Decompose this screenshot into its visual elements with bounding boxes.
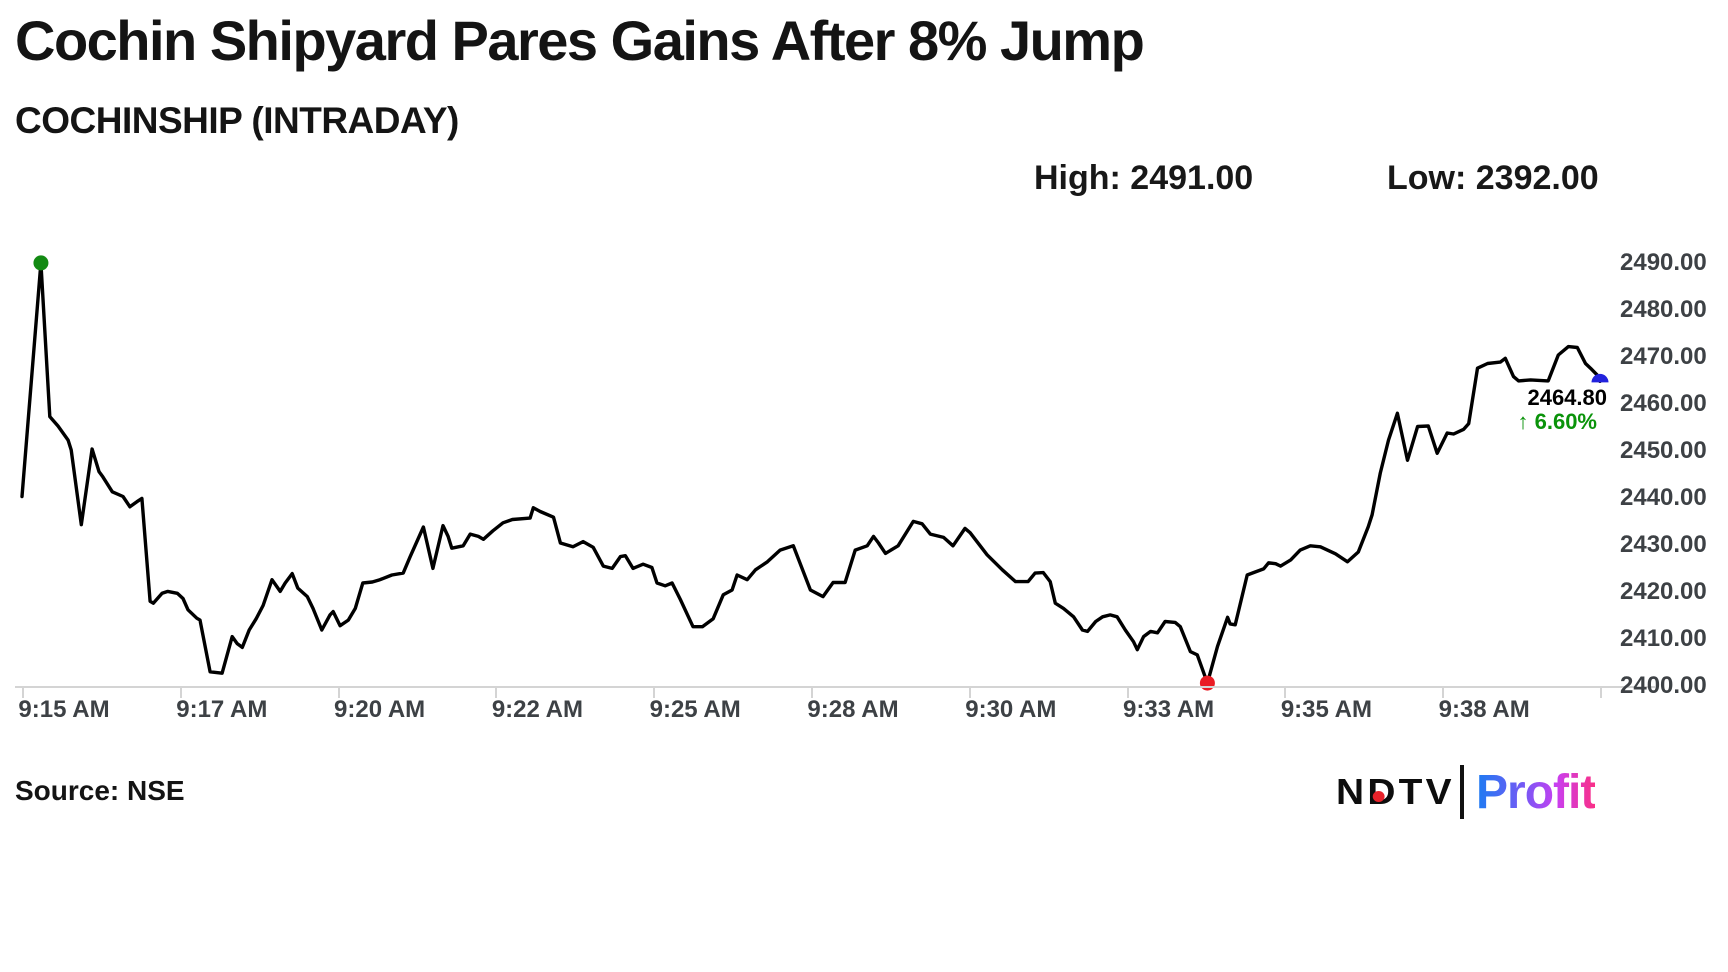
x-axis-label: 9:15 AM: [18, 696, 110, 723]
x-axis-label: 9:17 AM: [176, 696, 268, 723]
y-axis-label: 2480.00: [1620, 295, 1707, 323]
ndtv-wordmark: NDTV: [1336, 771, 1455, 813]
low-value-label: Low: 2392.00: [1387, 159, 1599, 197]
x-tick-mark: [22, 687, 24, 698]
high-marker: [33, 255, 49, 271]
price-change-annotation: ↑ 6.60%: [1517, 409, 1597, 435]
x-tick-mark: [1442, 687, 1445, 698]
logo-separator-bar: [1460, 765, 1464, 819]
ndtv-profit-logo: NDTV Profit: [1336, 762, 1596, 822]
y-axis-label: 2450.00: [1620, 436, 1707, 464]
page-title: Cochin Shipyard Pares Gains After 8% Jum…: [15, 9, 1145, 72]
x-axis-label: 9:35 AM: [1280, 696, 1372, 723]
x-tick-mark: [337, 687, 340, 698]
y-axis-label: 2410.00: [1620, 624, 1707, 652]
x-tick-mark: [968, 687, 971, 698]
x-axis-label: 9:28 AM: [807, 696, 899, 723]
price-change-value: 6.60%: [1534, 409, 1597, 434]
price-line: [20, 261, 1602, 685]
x-axis-label: 9:25 AM: [649, 696, 741, 723]
x-tick-mark: [1284, 687, 1287, 698]
x-axis-label: 9:33 AM: [1123, 696, 1215, 723]
x-tick-mark: [811, 687, 813, 698]
x-tick-mark: [1600, 687, 1602, 698]
ndtv-red-dot-icon: [1372, 791, 1385, 802]
last-price-annotation: 2464.80: [1527, 385, 1607, 410]
last-marker: [1591, 373, 1609, 383]
y-axis-label: 2460.00: [1620, 389, 1707, 417]
price-line-chart: [20, 255, 1609, 691]
x-tick-mark: [179, 687, 182, 698]
source-credit: Source: NSE: [15, 775, 185, 806]
chart-subtitle: COCHINSHIP (INTRADAY): [15, 100, 459, 141]
y-axis-label: 2490.00: [1620, 248, 1707, 276]
x-tick-mark: [1126, 687, 1129, 698]
y-axis-label: 2400.00: [1620, 671, 1707, 699]
profit-wordmark: Profit: [1476, 765, 1596, 819]
y-axis-label: 2440.00: [1620, 483, 1707, 511]
x-axis-label: 9:20 AM: [334, 696, 426, 723]
x-tick-mark: [495, 687, 498, 698]
x-axis-label: 9:30 AM: [965, 696, 1057, 723]
up-arrow-icon: ↑: [1517, 409, 1529, 434]
x-axis-line: [15, 686, 1655, 688]
y-axis-label: 2420.00: [1620, 577, 1707, 605]
y-axis-label: 2430.00: [1620, 530, 1707, 558]
x-axis-label: 9:22 AM: [491, 696, 583, 723]
y-axis-label: 2470.00: [1620, 342, 1707, 370]
x-axis-label: 9:38 AM: [1438, 696, 1530, 723]
ndtv-text: NDTV: [1336, 771, 1455, 812]
x-tick-mark: [653, 687, 656, 698]
high-value-label: High: 2491.00: [1034, 159, 1254, 197]
low-marker: [1199, 675, 1215, 691]
